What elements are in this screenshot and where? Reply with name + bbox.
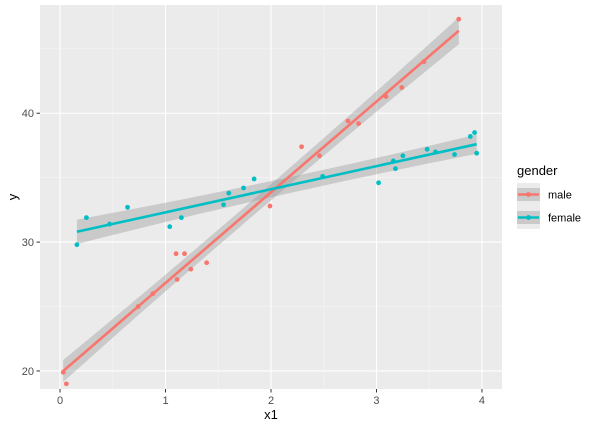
data-point-male [383,94,389,99]
data-point-male [317,153,322,159]
y-tick-label: 20 [22,366,34,378]
legend-label-male: male [548,190,572,202]
data-point-female [424,146,430,152]
data-point-male [456,16,462,22]
data-point-male [174,277,180,282]
data-point-female [125,204,130,210]
fit-line-female [76,142,477,234]
legend-title: gender [517,163,558,178]
plot-panel [40,5,502,389]
data-point-female [393,166,398,172]
data-point-female [178,215,184,221]
data-point-male [345,118,351,124]
data-point-female [221,202,226,208]
data-point-male [188,266,194,272]
fit-line-male [62,29,460,372]
data-point-female [400,153,406,159]
data-point-male [399,85,405,90]
data-point-female [452,152,457,157]
y-tick-label: 30 [22,237,34,249]
data-point-male [135,304,141,309]
x-tick-label: 3 [373,395,379,407]
data-point-male [150,291,156,297]
data-point-female [376,180,381,186]
data-point-female [472,130,477,135]
data-point-male [356,121,361,126]
x-tick-label: 0 [57,395,63,407]
data-point-male [267,203,273,209]
legend-key-point-male [526,192,531,197]
x-axis-title: x1 [264,407,278,422]
x-tick-label: 4 [479,395,485,407]
data-point-male [421,59,427,65]
data-point-female [390,158,396,164]
data-point-female [84,215,89,221]
data-point-female [107,221,113,227]
data-point-female [251,176,257,182]
data-point-female [226,190,232,196]
y-tick-label: 40 [22,108,34,120]
x-tick-label: 2 [268,395,274,407]
data-point-female [241,185,246,191]
data-point-male [299,144,304,150]
data-point-female [433,149,438,155]
data-point-female [474,150,480,156]
data-point-male [173,251,179,257]
axes: 0 1 2 3 4 20 30 40 x1 y [5,108,485,422]
data-point-female [167,224,173,230]
data-point-female [467,134,473,139]
data-point-male [60,369,66,375]
data-point-male [182,251,187,257]
legend-label-female: female [548,213,581,225]
x-tick-label: 1 [162,395,168,407]
data-point-male [204,260,210,266]
data-point-female [74,242,80,248]
legend: gender male female [517,163,581,229]
y-axis-title: y [5,193,20,200]
data-point-female [320,173,326,179]
legend-key-point-female [526,215,531,220]
data-point-male [63,381,69,387]
